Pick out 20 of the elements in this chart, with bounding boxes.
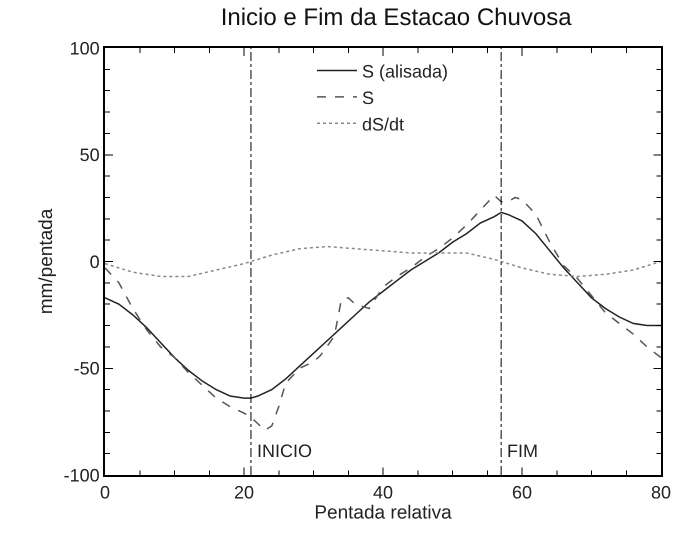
- x-tick-label: 80: [650, 482, 672, 502]
- line-series: [105, 246, 661, 278]
- x-tick-label: 40: [372, 482, 394, 502]
- y-tick-label: -50: [74, 358, 100, 379]
- legend-label: S (alisada): [362, 61, 448, 82]
- line-series: [105, 212, 661, 399]
- x-axis-title: Pentada relativa: [314, 502, 452, 524]
- line-series: [105, 194, 661, 431]
- chart-title: Inicio e Fim da Estacao Chuvosa: [220, 4, 572, 32]
- ref-line-label: INICIO: [257, 441, 312, 461]
- legend-label: S: [362, 88, 374, 108]
- y-tick-label: 100: [70, 38, 100, 58]
- legend-label: dS/dt: [362, 114, 404, 134]
- y-tick-label: -100: [64, 465, 100, 486]
- x-tick-label: 60: [512, 482, 532, 502]
- ref-line-label: FIM: [507, 441, 538, 461]
- x-tick-label: 20: [234, 482, 254, 502]
- y-tick-label: 50: [80, 145, 100, 166]
- y-tick-label: 0: [90, 252, 100, 272]
- y-axis-title: mm/pentada: [36, 208, 57, 314]
